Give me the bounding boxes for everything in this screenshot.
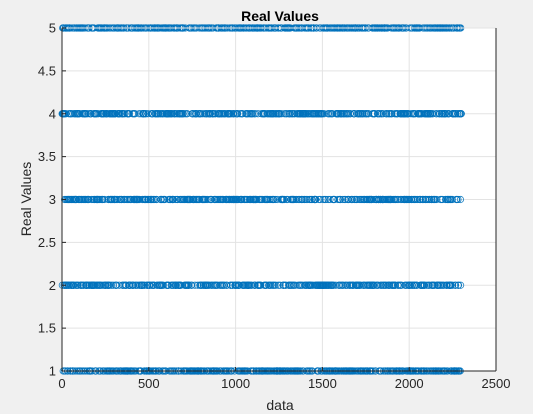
data-point bbox=[413, 281, 421, 289]
data-point bbox=[257, 281, 265, 289]
data-point bbox=[300, 195, 308, 204]
data-point bbox=[456, 195, 465, 204]
x-tick-label: 2000 bbox=[395, 376, 424, 391]
data-point bbox=[94, 110, 102, 118]
data-point bbox=[266, 195, 274, 204]
data-point bbox=[425, 195, 434, 204]
x-axis-ticks: 0 500 1000 1500 2000 2500 bbox=[58, 367, 510, 391]
y-tick-label: 5 bbox=[49, 21, 56, 36]
data-point bbox=[448, 195, 456, 204]
data-point bbox=[326, 195, 334, 204]
data-point bbox=[188, 281, 196, 289]
data-point bbox=[125, 110, 133, 118]
data-point bbox=[206, 110, 215, 118]
x-tick-label: 1000 bbox=[221, 376, 250, 391]
data-point bbox=[303, 195, 311, 204]
data-point bbox=[388, 110, 396, 118]
data-point bbox=[322, 195, 330, 204]
data-point bbox=[118, 195, 126, 204]
x-tick-label: 0 bbox=[58, 376, 65, 391]
data-point bbox=[308, 195, 316, 204]
y-axis-label: Real Values bbox=[18, 162, 34, 236]
data-point bbox=[336, 195, 345, 204]
data-point bbox=[339, 195, 347, 204]
data-point bbox=[286, 110, 294, 118]
y-tick-label: 2 bbox=[49, 278, 56, 293]
data-point bbox=[253, 195, 261, 204]
y-tick-label: 3 bbox=[49, 192, 56, 207]
data-point bbox=[238, 195, 246, 204]
data-point bbox=[223, 281, 231, 289]
data-point bbox=[451, 281, 460, 289]
y-tick-label: 1.5 bbox=[38, 321, 56, 336]
data-point bbox=[99, 195, 107, 204]
chart-title: Real Values bbox=[241, 8, 319, 24]
data-point bbox=[425, 281, 433, 289]
x-tick-label: 500 bbox=[138, 376, 160, 391]
axes-frame bbox=[61, 27, 497, 372]
data-point bbox=[183, 110, 191, 118]
data-point bbox=[194, 281, 202, 289]
data-point bbox=[276, 281, 284, 289]
y-tick-label: 2.5 bbox=[38, 235, 56, 250]
data-point bbox=[272, 281, 280, 289]
data-point bbox=[457, 110, 465, 118]
data-point bbox=[430, 281, 439, 289]
data-point bbox=[87, 110, 95, 118]
data-point bbox=[454, 281, 463, 289]
data-point bbox=[448, 281, 457, 289]
data-point bbox=[234, 110, 242, 118]
data-point bbox=[251, 110, 259, 118]
data-point bbox=[197, 110, 205, 118]
data-point bbox=[332, 281, 340, 289]
data-point bbox=[274, 281, 282, 289]
data-point bbox=[159, 281, 167, 289]
data-point bbox=[179, 110, 187, 118]
data-point bbox=[251, 281, 259, 289]
data-point bbox=[312, 195, 320, 204]
data-point bbox=[149, 110, 157, 118]
y-axis-ticks: 1 1.5 2 2.5 3 3.5 4 4.5 5 bbox=[38, 21, 66, 379]
data-point bbox=[416, 195, 424, 204]
data-point bbox=[227, 281, 235, 289]
data-point bbox=[413, 195, 422, 204]
data-point bbox=[107, 281, 116, 289]
data-point bbox=[397, 281, 406, 289]
data-point bbox=[141, 281, 149, 289]
data-point bbox=[131, 110, 139, 118]
data-point bbox=[343, 281, 351, 289]
data-point bbox=[320, 110, 328, 118]
data-point bbox=[316, 195, 324, 204]
data-point bbox=[74, 281, 82, 289]
data-point bbox=[291, 281, 299, 289]
data-point bbox=[137, 110, 145, 118]
data-point bbox=[456, 281, 465, 289]
y-tick-label: 4.5 bbox=[38, 63, 56, 78]
data-point bbox=[121, 110, 129, 118]
data-point bbox=[85, 195, 93, 204]
data-point bbox=[383, 110, 391, 118]
data-point bbox=[452, 110, 460, 118]
y-tick-label: 3.5 bbox=[38, 149, 56, 164]
data-point bbox=[161, 195, 169, 204]
y-tick-label: 4 bbox=[49, 106, 56, 121]
data-point bbox=[222, 110, 230, 118]
x-tick-label: 1500 bbox=[308, 376, 337, 391]
data-point bbox=[146, 281, 154, 289]
data-point bbox=[454, 195, 462, 204]
data-point bbox=[433, 195, 441, 204]
x-axis-label: data bbox=[266, 397, 293, 413]
x-tick-label: 2500 bbox=[482, 376, 511, 391]
y-tick-label: 1 bbox=[49, 364, 56, 379]
